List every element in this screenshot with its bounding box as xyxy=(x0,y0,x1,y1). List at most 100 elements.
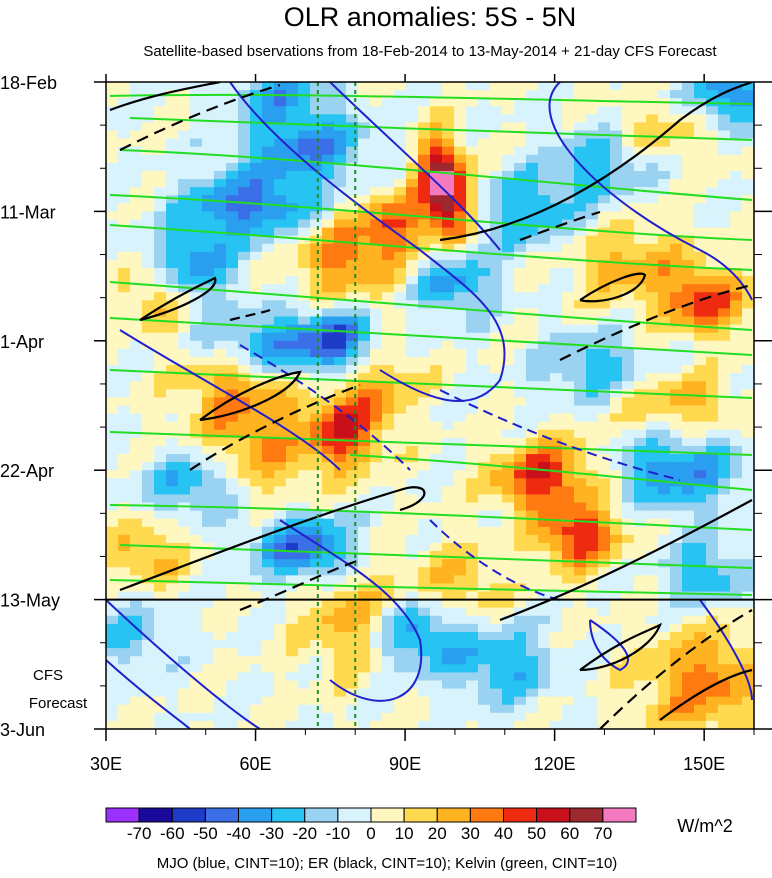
heatmap-cell xyxy=(670,664,683,673)
heatmap-cell xyxy=(358,373,371,382)
heatmap-cell xyxy=(166,688,179,698)
heatmap-cell xyxy=(514,405,527,415)
heatmap-cell xyxy=(178,518,191,528)
heatmap-cell xyxy=(610,235,623,245)
heatmap-cell xyxy=(226,575,239,585)
heatmap-cell xyxy=(298,122,311,132)
heatmap-cell xyxy=(130,704,143,714)
heatmap-cell xyxy=(190,219,203,229)
heatmap-cell xyxy=(166,211,179,221)
heatmap-cell xyxy=(250,583,263,593)
heatmap-cell xyxy=(238,486,251,496)
heatmap-cell xyxy=(742,470,754,479)
heatmap-cell xyxy=(586,316,599,326)
heatmap-cell xyxy=(562,365,575,374)
heatmap-cell xyxy=(538,454,551,463)
heatmap-cell xyxy=(682,704,695,714)
heatmap-cell xyxy=(682,631,695,641)
heatmap-cell xyxy=(730,559,743,568)
heatmap-cell xyxy=(334,704,347,714)
heatmap-cell xyxy=(142,227,155,237)
colorbar-label: -10 xyxy=(326,824,351,843)
heatmap-cell xyxy=(178,106,191,115)
heatmap-cell xyxy=(142,623,155,633)
heatmap-cell xyxy=(382,219,395,229)
heatmap-cell xyxy=(538,332,551,342)
heatmap-cell xyxy=(454,615,467,625)
heatmap-cell xyxy=(610,421,623,431)
heatmap-cell xyxy=(370,316,383,326)
heatmap-cell xyxy=(142,534,155,544)
heatmap-cell xyxy=(286,276,299,285)
heatmap-cell xyxy=(610,413,623,423)
heatmap-cell xyxy=(430,405,443,415)
heatmap-cell xyxy=(226,648,239,657)
heatmap-cell xyxy=(370,195,383,204)
heatmap-cell xyxy=(538,300,551,310)
heatmap-cell xyxy=(202,688,215,698)
heatmap-cell xyxy=(454,187,467,196)
heatmap-cell xyxy=(142,389,155,399)
heatmap-cell xyxy=(166,640,179,649)
heatmap-cell xyxy=(610,373,623,382)
heatmap-cell xyxy=(622,672,635,682)
heatmap-cell xyxy=(382,82,395,91)
heatmap-cell xyxy=(322,122,335,132)
heatmap-cell xyxy=(622,211,635,221)
heatmap-cell xyxy=(622,599,635,609)
heatmap-cell xyxy=(166,421,179,431)
heatmap-cell xyxy=(118,268,131,277)
heatmap-cell xyxy=(658,211,671,221)
heatmap-cell xyxy=(514,615,527,625)
heatmap-cell xyxy=(286,98,299,107)
heatmap-cell xyxy=(346,219,359,229)
heatmap-cell xyxy=(130,397,143,407)
heatmap-cell xyxy=(310,187,323,196)
heatmap-cell xyxy=(106,429,119,439)
heatmap-cell xyxy=(574,90,587,99)
heatmap-cell xyxy=(418,502,431,512)
heatmap-cell xyxy=(574,170,587,180)
heatmap-cell xyxy=(742,308,754,318)
heatmap-cell xyxy=(142,445,155,455)
heatmap-cell xyxy=(394,332,407,342)
heatmap-cell xyxy=(274,680,287,690)
heatmap-cell xyxy=(742,365,754,374)
heatmap-cell xyxy=(310,146,323,156)
heatmap-cell xyxy=(742,170,754,180)
heatmap-cell xyxy=(334,631,347,641)
heatmap-cell xyxy=(406,98,419,107)
heatmap-cell xyxy=(406,526,419,536)
heatmap-cell xyxy=(382,397,395,407)
heatmap-cell xyxy=(562,381,575,390)
heatmap-cell xyxy=(418,559,431,568)
heatmap-cell xyxy=(682,680,695,690)
heatmap-cell xyxy=(574,162,587,172)
heatmap-cell xyxy=(382,300,395,310)
heatmap-cell xyxy=(634,235,647,245)
heatmap-cell xyxy=(262,656,275,665)
heatmap-cell xyxy=(118,211,131,221)
heatmap-cell xyxy=(442,259,455,269)
heatmap-cell xyxy=(502,122,515,132)
heatmap-cell xyxy=(586,122,599,132)
heatmap-cell xyxy=(382,211,395,221)
heatmap-cell xyxy=(514,348,527,358)
heatmap-cell xyxy=(646,648,659,657)
heatmap-cell xyxy=(310,429,323,439)
heatmap-cell xyxy=(358,462,371,471)
heatmap-cell xyxy=(538,526,551,536)
heatmap-cell xyxy=(118,90,131,99)
heatmap-cell xyxy=(646,575,659,585)
heatmap-cell xyxy=(682,211,695,221)
heatmap-cell xyxy=(382,672,395,682)
heatmap-cell xyxy=(514,162,527,172)
heatmap-cell xyxy=(454,365,467,374)
heatmap-cell xyxy=(214,421,227,431)
heatmap-cell xyxy=(274,631,287,641)
x-tick-label: 120E xyxy=(534,754,576,774)
heatmap-cell xyxy=(202,211,215,221)
heatmap-cell xyxy=(610,575,623,585)
heatmap-cell xyxy=(694,454,707,463)
heatmap-cell xyxy=(370,680,383,690)
